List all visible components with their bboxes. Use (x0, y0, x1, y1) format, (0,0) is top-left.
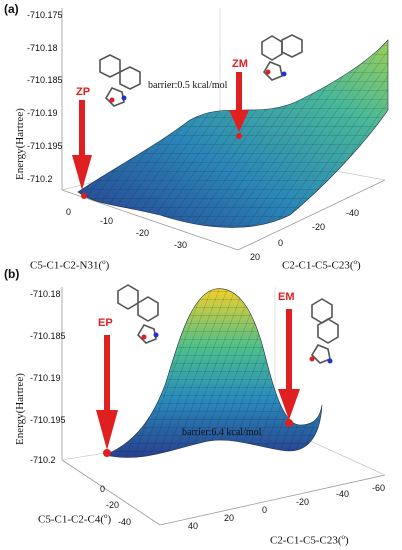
surface-plot-a (61, 8, 389, 251)
surface-plot-b (61, 284, 386, 526)
y-tick: -710.185 (27, 75, 63, 85)
z-tick: -20 (296, 497, 310, 507)
y-tick: -710.195 (27, 141, 63, 151)
x-axis-label: C5-C1-C2-C4(o) (38, 512, 112, 526)
barrier-annotation: barrier:6.4 kcal/mol (182, 427, 262, 438)
molecule-em (309, 298, 339, 364)
panel-b: (b) EP EM barrier:6.4 kcal/mol Energy(Ha… (0, 267, 402, 550)
z-tick: -20 (312, 222, 326, 232)
z-tick: 20 (250, 252, 261, 262)
x-tick: -40 (118, 517, 132, 527)
z-tick: -60 (372, 483, 386, 493)
z-tick: 20 (224, 513, 235, 523)
x-axis-label: C5-C1-C2-N31(o) (30, 258, 110, 272)
x-tick: -20 (136, 228, 150, 238)
panel-label: (b) (4, 267, 20, 281)
panel-label: (a) (4, 2, 19, 16)
arrow-zp (72, 100, 92, 199)
y-tick: -710.18 (30, 289, 61, 299)
arrow-zm (229, 72, 249, 139)
barrier-annotation: barrier:0.5 kcal/mol (148, 80, 228, 91)
y-tick: -710.2 (27, 174, 53, 184)
z-tick: -40 (346, 208, 360, 218)
arrow-em (278, 309, 300, 427)
y-tick: -710.175 (27, 10, 63, 20)
arrow-ep (96, 335, 118, 457)
z-axis-label: C2-C1-C5-C23(o) (270, 533, 349, 547)
panel-a: (a) ZP ZM barrier:0.5 kcal/mol Energy(Ha… (4, 2, 389, 272)
z-tick: 0 (262, 505, 268, 515)
y-axis-label: Energy(Hartree) (14, 373, 26, 445)
z-tick: 40 (188, 521, 199, 531)
molecule-ep (117, 284, 159, 344)
marker-label-left: ZP (76, 86, 91, 98)
y-tick: -710.19 (30, 373, 61, 383)
x-tick: -10 (100, 216, 114, 226)
y-tick: -710.185 (30, 331, 66, 341)
x-tick: 0 (66, 207, 72, 217)
z-axis-label: C2-C1-C5-C23(o) (282, 258, 361, 272)
x-tick: -30 (174, 240, 188, 250)
y-tick: -710.18 (27, 43, 58, 53)
y-tick: -710.19 (27, 108, 58, 118)
x-tick: -20 (106, 500, 120, 510)
molecule-zp (99, 54, 141, 107)
marker-label-left: EP (98, 317, 113, 329)
y-axis-label: Energy(Hartree) (14, 108, 26, 180)
marker-label-right: ZM (232, 58, 248, 70)
molecule-zm (261, 34, 303, 81)
x-tick: 0 (100, 484, 106, 494)
z-tick: -40 (336, 489, 350, 499)
y-tick: -710.195 (30, 415, 66, 425)
y-tick: -710.2 (30, 455, 56, 465)
marker-label-right: EM (278, 291, 295, 303)
z-tick: 0 (278, 238, 284, 248)
